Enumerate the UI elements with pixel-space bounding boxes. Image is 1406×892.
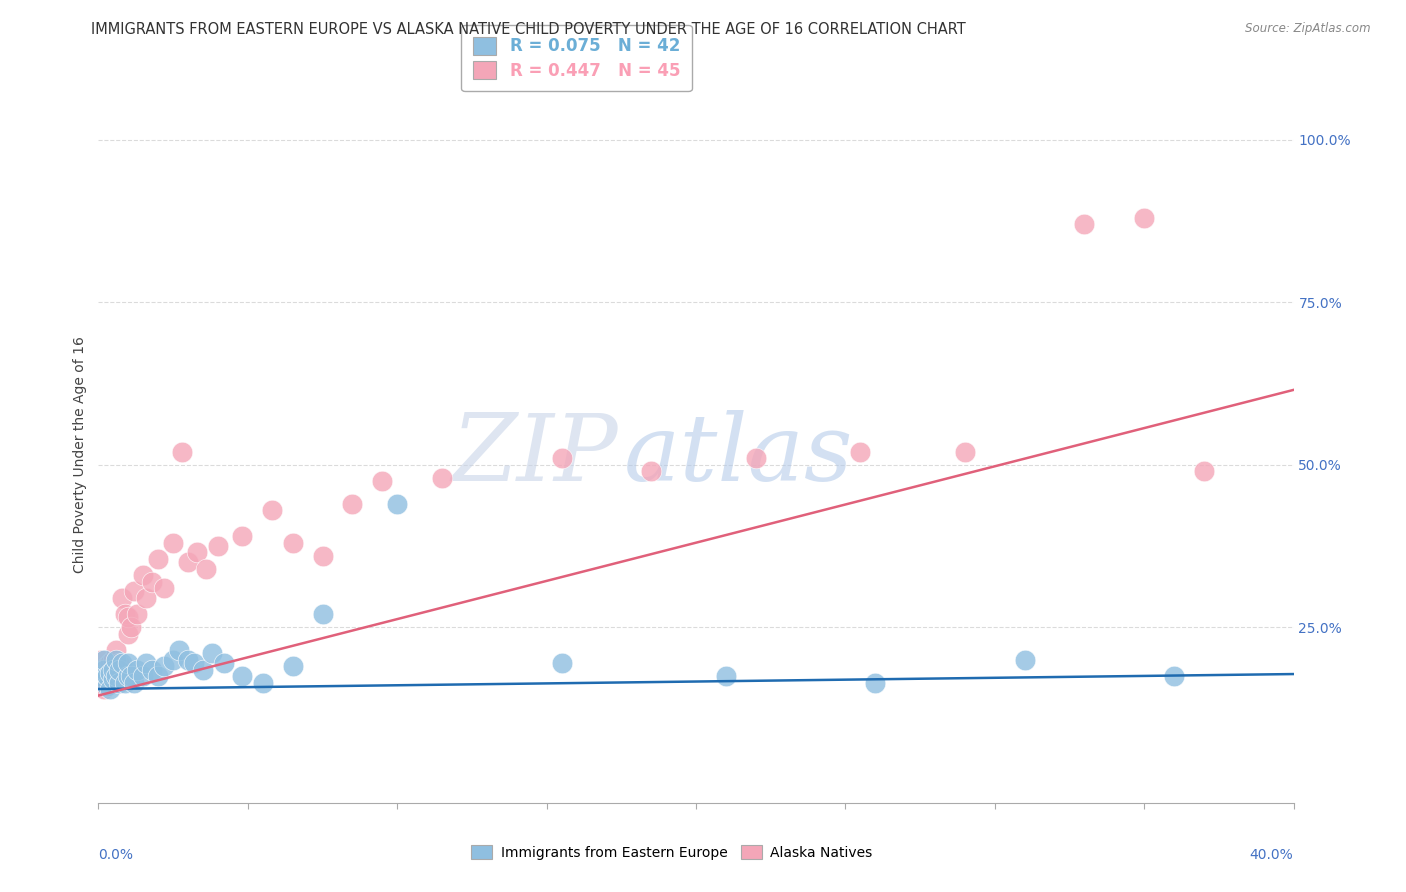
Point (93, 669, 115, 683)
Point (117, 610, 139, 624)
Point (201, 646, 224, 660)
Point (311, 549, 333, 563)
Point (141, 574, 163, 589)
Point (1163, 669, 1185, 683)
Point (93, 663, 115, 677)
Point (96, 669, 118, 683)
Point (550, 656, 572, 670)
Point (207, 539, 229, 553)
Point (231, 529, 253, 543)
Text: Source: ZipAtlas.com: Source: ZipAtlas.com (1246, 22, 1371, 36)
Text: ZIP: ZIP (451, 410, 619, 500)
Point (124, 675, 146, 690)
Point (98, 681, 122, 696)
Point (153, 659, 176, 673)
Point (103, 663, 125, 677)
Point (865, 675, 887, 690)
Point (231, 669, 253, 683)
Text: atlas: atlas (624, 410, 853, 500)
Point (90, 669, 112, 683)
Point (342, 497, 364, 511)
Point (212, 656, 235, 670)
Point (260, 503, 283, 517)
Point (108, 675, 131, 690)
Point (1192, 464, 1215, 478)
Point (162, 653, 184, 667)
Point (120, 620, 142, 634)
Point (135, 591, 157, 605)
Point (117, 669, 139, 683)
Point (714, 669, 737, 683)
Point (1014, 653, 1036, 667)
Point (93, 653, 115, 667)
Point (90, 653, 112, 667)
Point (127, 607, 149, 622)
Point (98, 656, 122, 670)
Point (108, 656, 131, 670)
Point (98, 675, 122, 690)
Point (640, 464, 662, 478)
Point (430, 471, 453, 485)
Text: 40.0%: 40.0% (1250, 848, 1294, 862)
Point (103, 663, 125, 677)
Point (252, 675, 274, 690)
Point (953, 444, 976, 458)
Legend: Immigrants from Eastern Europe, Alaska Natives: Immigrants from Eastern Europe, Alaska N… (465, 840, 879, 865)
Point (108, 663, 131, 677)
Point (111, 656, 134, 670)
Point (1073, 217, 1095, 231)
Point (148, 552, 170, 566)
Point (371, 474, 394, 488)
Point (135, 656, 157, 670)
Y-axis label: Child Poverty Under the Age of 16: Child Poverty Under the Age of 16 (73, 336, 87, 574)
Point (745, 451, 768, 466)
Point (96, 669, 118, 683)
Point (177, 653, 200, 667)
Text: 0.0%: 0.0% (98, 848, 134, 862)
Point (114, 607, 136, 622)
Point (114, 675, 136, 690)
Point (195, 562, 218, 576)
Point (550, 451, 572, 466)
Point (105, 669, 128, 683)
Point (385, 497, 409, 511)
Point (93, 681, 115, 696)
Point (281, 659, 304, 673)
Point (105, 653, 128, 667)
Point (191, 663, 214, 677)
Point (132, 568, 155, 582)
Point (132, 669, 155, 683)
Point (141, 663, 163, 677)
Point (172, 444, 194, 458)
Point (105, 643, 128, 657)
Point (90, 675, 112, 690)
Point (311, 607, 333, 622)
Point (153, 581, 176, 595)
Point (96, 679, 118, 693)
Point (167, 643, 190, 657)
Point (96, 659, 118, 673)
Point (111, 591, 134, 605)
Point (98, 665, 122, 680)
Point (281, 535, 304, 549)
Point (117, 626, 139, 640)
Point (103, 653, 125, 667)
Point (120, 669, 142, 683)
Point (124, 584, 146, 599)
Point (849, 444, 872, 458)
Point (117, 656, 139, 670)
Text: IMMIGRANTS FROM EASTERN EUROPE VS ALASKA NATIVE CHILD POVERTY UNDER THE AGE OF 1: IMMIGRANTS FROM EASTERN EUROPE VS ALASKA… (91, 22, 966, 37)
Point (162, 535, 184, 549)
Point (183, 656, 205, 670)
Point (103, 672, 125, 686)
Point (127, 663, 149, 677)
Point (177, 555, 200, 569)
Point (186, 545, 208, 559)
Point (1133, 211, 1156, 225)
Point (148, 669, 170, 683)
